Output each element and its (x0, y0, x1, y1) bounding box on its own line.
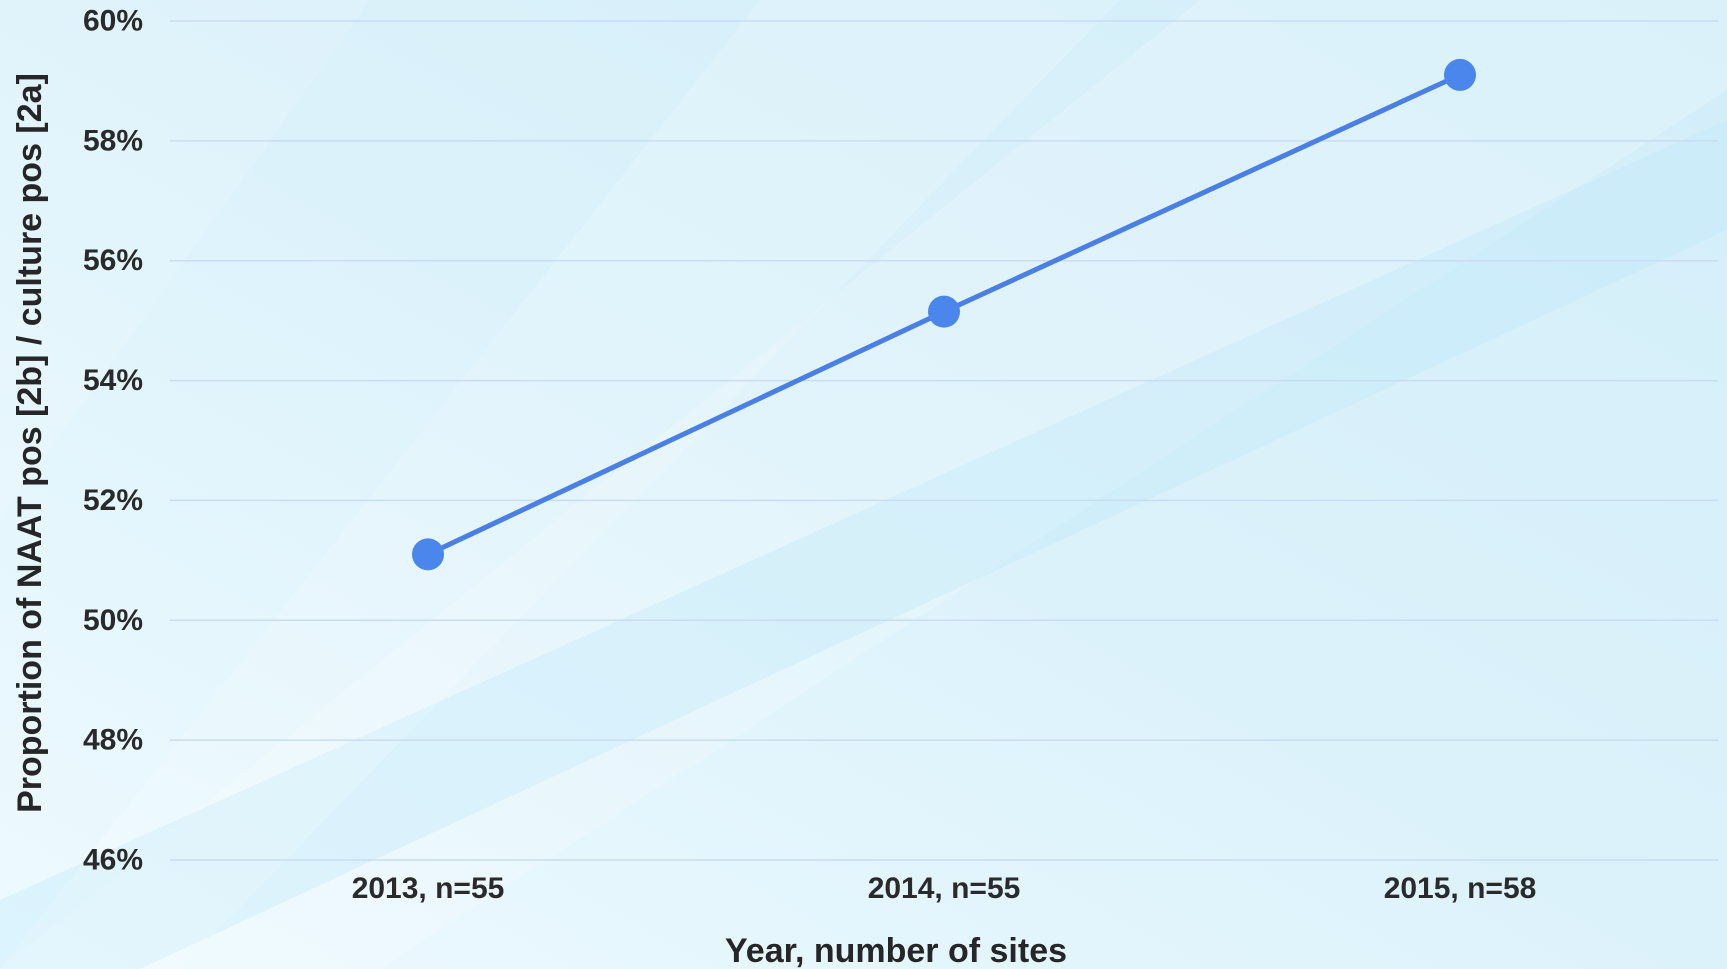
x-axis-title: Year, number of sites (725, 932, 1067, 969)
grid (170, 20, 1718, 861)
y-axis-ticks: 46% 48% 50% 52% 54% 56% 58% 60% (83, 5, 143, 877)
series (412, 58, 1476, 571)
background-ray (0, 0, 1120, 969)
y-tick-label: 60% (83, 5, 143, 38)
y-tick-label: 58% (83, 124, 143, 157)
data-point (1444, 58, 1476, 91)
y-tick-label: 56% (83, 244, 143, 277)
y-tick-label: 54% (83, 364, 143, 397)
x-axis-ticks: 2013, n=55 2014, n=55 2015, n=58 (352, 872, 1537, 905)
y-tick-label: 48% (83, 724, 143, 757)
y-tick-label: 52% (83, 484, 143, 517)
x-tick-label: 2015, n=58 (1384, 872, 1537, 905)
x-tick-label: 2013, n=55 (352, 872, 505, 905)
data-point (928, 295, 960, 328)
x-tick-label: 2014, n=55 (868, 872, 1021, 905)
data-point (412, 538, 444, 571)
y-tick-label: 46% (83, 844, 143, 877)
y-tick-label: 50% (83, 604, 143, 637)
background-ray (0, 120, 1727, 969)
y-axis-title: Proportion of NAAT pos [2b] / culture po… (11, 73, 49, 813)
